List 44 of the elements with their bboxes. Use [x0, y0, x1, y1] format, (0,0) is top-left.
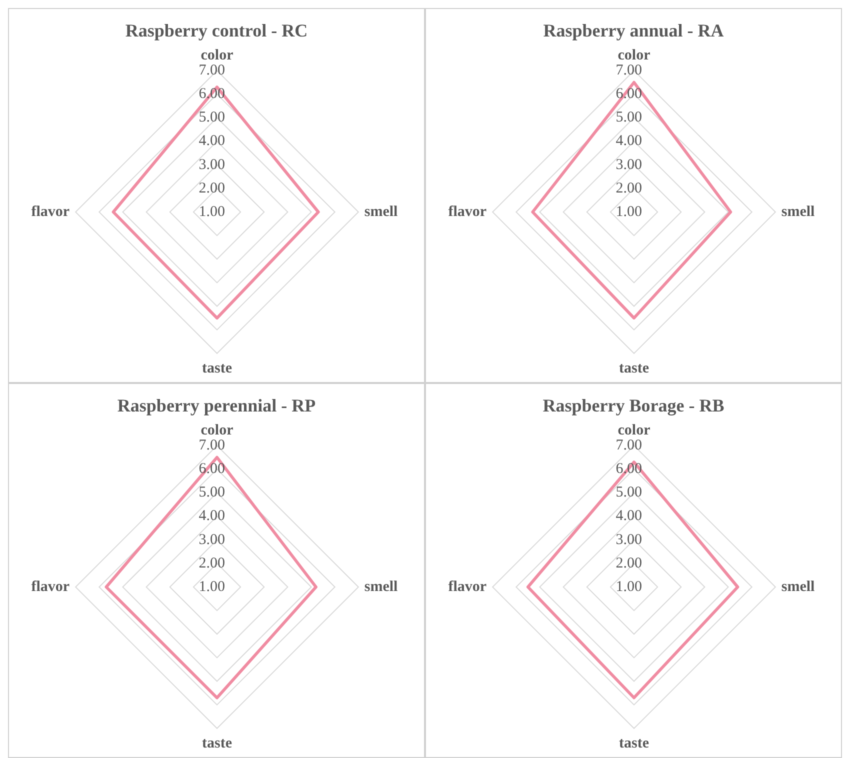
y-tick-label: 3.00: [198, 156, 225, 173]
y-tick-label: 2.00: [198, 555, 225, 572]
spoke-label: smell: [364, 578, 398, 595]
y-tick-label: 4.00: [616, 508, 642, 524]
spoke-label: taste: [619, 735, 650, 752]
y-tick-label: 1.00: [616, 578, 642, 595]
y-tick-label: 3.00: [616, 156, 642, 173]
spoke-label: flavor: [448, 204, 487, 220]
y-tick-label: 1.00: [198, 578, 225, 595]
y-tick-label: 3.00: [198, 532, 225, 548]
spoke-label: flavor: [31, 204, 70, 220]
y-tick-label: 5.00: [616, 110, 642, 126]
spoke-label: taste: [202, 735, 232, 752]
spoke-label: color: [200, 422, 234, 438]
y-tick-label: 4.00: [616, 133, 642, 150]
spoke-label: smell: [781, 578, 815, 595]
y-tick-label: 2.00: [616, 555, 642, 572]
y-tick-label: 2.00: [616, 180, 642, 196]
spoke-label: smell: [781, 204, 815, 220]
y-tick-label: 7.00: [616, 438, 642, 454]
chart-title: Raspberry annual - RA: [543, 20, 724, 40]
y-tick-label: 7.00: [198, 438, 225, 454]
chart-title: Raspberry perennial - RP: [117, 395, 316, 416]
chart-title: Raspberry Borage - RB: [542, 395, 724, 416]
y-tick-label: 3.00: [616, 532, 642, 548]
spoke-label: taste: [619, 360, 650, 376]
spoke-label: color: [618, 422, 651, 438]
chart-title: Raspberry control - RC: [125, 20, 308, 40]
y-tick-label: 7.00: [198, 62, 225, 79]
y-tick-label: 1.00: [616, 204, 642, 220]
y-tick-label: 4.00: [198, 508, 225, 524]
y-tick-label: 1.00: [198, 204, 225, 220]
spoke-label: smell: [364, 204, 398, 220]
y-tick-label: 5.00: [616, 484, 642, 501]
spoke-label: color: [618, 47, 651, 64]
spoke-label: flavor: [448, 578, 487, 595]
y-tick-label: 5.00: [198, 484, 225, 501]
spoke-label: color: [200, 47, 234, 64]
y-tick-label: 5.00: [198, 110, 225, 126]
spoke-label: taste: [202, 360, 232, 376]
y-tick-label: 2.00: [198, 180, 225, 196]
y-tick-label: 4.00: [198, 133, 225, 150]
spoke-label: flavor: [31, 578, 70, 595]
y-tick-label: 7.00: [616, 62, 642, 79]
